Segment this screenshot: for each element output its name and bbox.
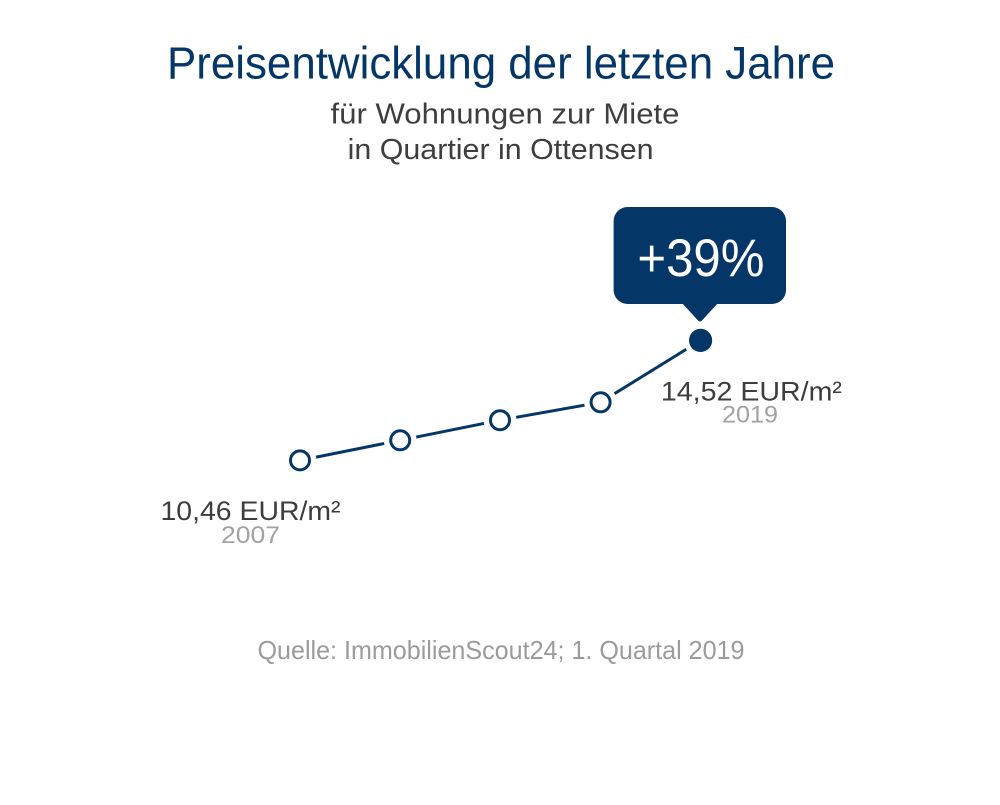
svg-text:2019: 2019: [722, 402, 778, 429]
svg-text:2007: 2007: [221, 522, 280, 549]
svg-text:für Wohnungen zur Miete: für Wohnungen zur Miete: [331, 99, 680, 131]
svg-text:14,52 EUR/m²: 14,52 EUR/m²: [661, 376, 842, 406]
svg-text:+39%: +39%: [637, 229, 764, 288]
svg-text:10,46 EUR/m²: 10,46 EUR/m²: [161, 496, 341, 526]
svg-text:in Quartier in Ottensen: in Quartier in Ottensen: [348, 134, 654, 166]
svg-text:Quelle: ImmobilienScout24; 1.: Quelle: ImmobilienScout24; 1. Quartal 20…: [258, 637, 745, 665]
svg-text:Preisentwicklung der letzten J: Preisentwicklung der letzten Jahre: [167, 38, 835, 89]
